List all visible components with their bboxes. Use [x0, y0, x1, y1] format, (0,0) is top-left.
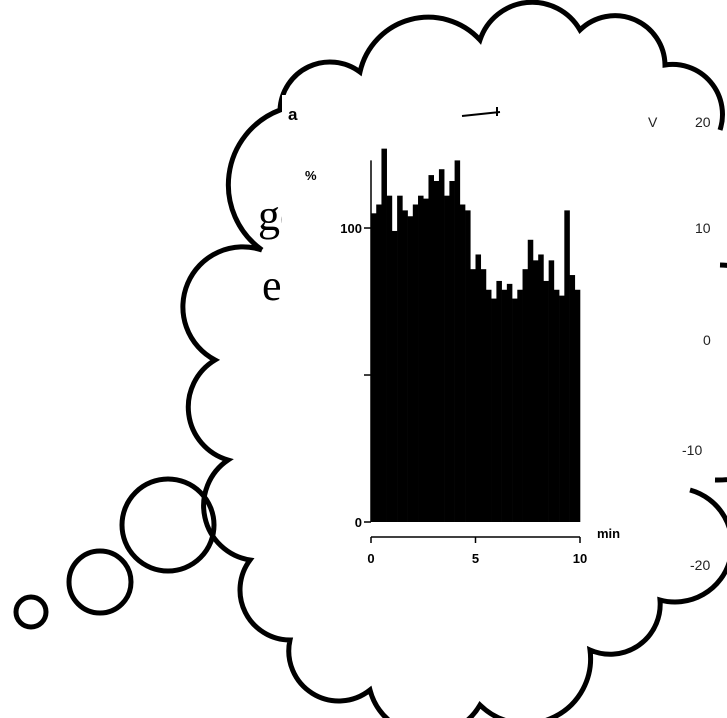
bar [412, 204, 419, 522]
bar [485, 289, 492, 522]
side-axis: V 20 10 0 -10 -20 [648, 114, 711, 573]
bar [569, 275, 576, 522]
bar [407, 216, 414, 523]
bar [386, 195, 393, 523]
bar [444, 195, 450, 523]
bar [522, 269, 529, 522]
side-axis-label: V [648, 114, 658, 130]
bar [428, 175, 434, 522]
bar [397, 195, 403, 523]
bar [391, 230, 398, 522]
bar [465, 210, 471, 522]
bar [559, 295, 565, 522]
y-tick-label: 0 [355, 515, 362, 530]
bar [459, 204, 466, 522]
bar [371, 213, 377, 522]
bar [501, 289, 508, 522]
side-tick-label: 10 [695, 220, 711, 236]
y-tick-label: 100 [340, 221, 362, 236]
panel-label: a [288, 105, 298, 124]
stimulus-marker [461, 107, 501, 117]
bar [433, 180, 440, 522]
cloud [180, 0, 727, 718]
bubble [13, 594, 49, 630]
y-axis-label: % [305, 168, 317, 183]
side-tick-label: -10 [682, 442, 702, 458]
side-tick-label: 20 [695, 114, 711, 130]
x-tick-label: 0 [367, 551, 374, 566]
x-tick-label: 5 [472, 551, 479, 566]
bar [480, 269, 487, 522]
bar [532, 260, 539, 522]
bubble [119, 476, 217, 574]
bar [454, 160, 461, 522]
bar [553, 289, 560, 522]
bar [402, 210, 408, 522]
bar [470, 269, 476, 522]
bar [543, 280, 549, 522]
bar [381, 148, 387, 522]
bar [491, 298, 497, 522]
bar [506, 283, 513, 522]
bar [376, 204, 382, 522]
side-tick-label: 0 [703, 332, 711, 348]
thought-bubbles [13, 476, 217, 630]
x-axis-label: min [597, 526, 620, 541]
bar [423, 198, 429, 522]
bar [538, 254, 544, 522]
bar [449, 180, 455, 522]
bubble [66, 548, 134, 616]
bar [496, 280, 502, 522]
bar [438, 169, 445, 522]
chart: a % min 0 100 0 5 10 [288, 105, 620, 566]
bar [574, 289, 581, 522]
bar [512, 298, 518, 522]
x-tick-label: 10 [573, 551, 587, 566]
bar [564, 210, 570, 522]
bar [418, 195, 424, 523]
side-tick-label: -20 [690, 557, 710, 573]
bar [548, 260, 555, 522]
bar [517, 289, 523, 522]
bar [475, 254, 482, 522]
bar [527, 239, 534, 522]
